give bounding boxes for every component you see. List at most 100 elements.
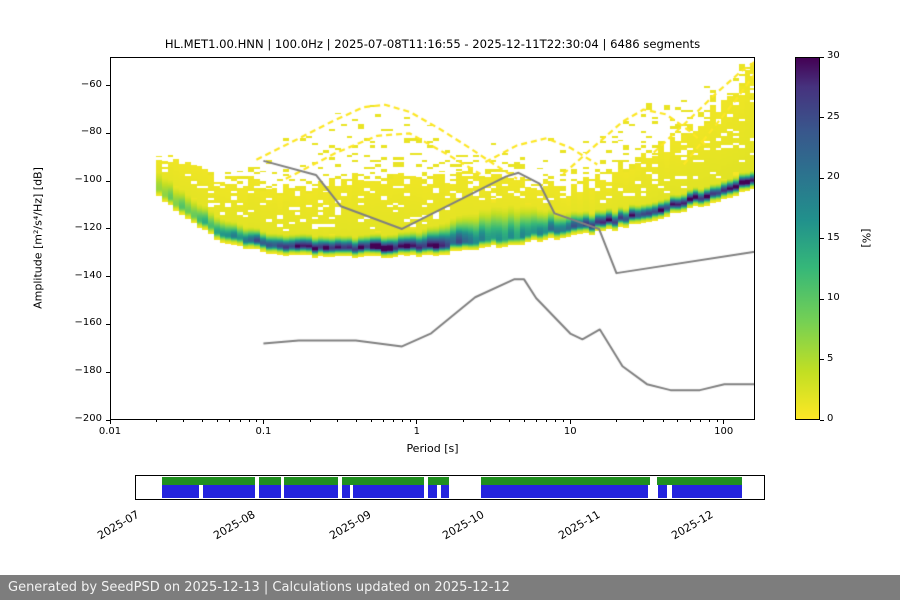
y-tick-label: −180 xyxy=(74,365,102,377)
x-minor-tick-mark xyxy=(490,420,492,422)
availability-segment-psd xyxy=(202,485,256,499)
y-tick-mark xyxy=(106,180,110,182)
x-tick-label: 0.1 xyxy=(255,426,272,437)
x-minor-tick-mark xyxy=(393,420,395,422)
x-minor-tick-mark xyxy=(463,420,465,422)
y-tick-label: −60 xyxy=(80,78,102,90)
availability-segment-psd xyxy=(428,485,438,499)
y-tick-label: −160 xyxy=(74,317,102,329)
availability-track xyxy=(136,476,764,499)
colorbar-tick-mark xyxy=(820,56,824,58)
y-axis-label: Amplitude [m²/s⁴/Hz] [dB] xyxy=(31,167,45,309)
y-tick-label: −80 xyxy=(80,126,102,138)
availability-segment-data xyxy=(341,476,424,486)
colorbar-tick-mark xyxy=(820,419,824,421)
availability-segment-psd xyxy=(353,485,424,499)
availability-segment-psd xyxy=(440,485,450,499)
colorbar-tick-label: 20 xyxy=(827,171,840,182)
x-minor-tick-mark xyxy=(643,420,645,422)
footer-text: Generated by SeedPSD on 2025-12-13 | Cal… xyxy=(8,580,510,595)
x-minor-tick-mark xyxy=(662,420,664,422)
x-minor-tick-mark xyxy=(370,420,372,422)
availability-segment-data xyxy=(657,476,742,486)
x-minor-tick-mark xyxy=(716,420,718,422)
colorbar-tick-mark xyxy=(820,238,824,239)
availability-month-label: 2025-12 xyxy=(668,508,716,543)
colorbar-tick-label: 5 xyxy=(827,352,834,364)
x-axis-label: Period [s] xyxy=(406,442,459,455)
y-tick-mark xyxy=(106,371,110,373)
x-minor-tick-mark xyxy=(248,420,250,422)
y-tick-label: −100 xyxy=(74,174,102,186)
availability-segment-psd xyxy=(657,485,668,499)
footer-bar: Generated by SeedPSD on 2025-12-13 | Cal… xyxy=(0,575,900,600)
x-minor-tick-mark xyxy=(699,420,701,422)
ppsd-heatmap-canvas xyxy=(110,57,755,420)
x-minor-tick-mark xyxy=(689,420,691,422)
x-minor-tick-mark xyxy=(183,420,185,422)
x-tick-mark xyxy=(569,420,571,424)
colorbar-tick-label: 10 xyxy=(827,292,840,303)
y-tick-mark xyxy=(106,85,110,87)
x-minor-tick-mark xyxy=(524,420,526,422)
availability-segment-psd xyxy=(284,485,338,499)
x-minor-tick-mark xyxy=(563,420,565,422)
availability-box xyxy=(135,475,765,500)
availability-month-label: 2025-07 xyxy=(95,508,142,543)
availability-segment-psd xyxy=(671,485,742,499)
x-minor-tick-mark xyxy=(336,420,338,422)
availability-segment-data xyxy=(428,476,450,486)
x-tick-mark xyxy=(416,420,418,424)
colorbar-tick-label: 0 xyxy=(827,413,834,424)
availability-segment-psd xyxy=(259,485,282,499)
x-minor-tick-mark xyxy=(217,420,219,422)
x-tick-label: 10 xyxy=(563,426,577,437)
x-minor-tick-mark xyxy=(256,420,258,422)
y-tick-mark xyxy=(106,132,110,134)
x-minor-tick-mark xyxy=(382,420,384,422)
colorbar-tick-mark xyxy=(820,177,824,179)
colorbar-tick-label: 15 xyxy=(827,231,840,243)
x-minor-tick-mark xyxy=(509,420,511,422)
x-minor-tick-mark xyxy=(229,420,231,422)
availability-segment-psd xyxy=(480,485,649,499)
x-minor-tick-mark xyxy=(401,420,403,422)
y-tick-mark xyxy=(106,228,110,230)
availability-month-label: 2025-09 xyxy=(327,508,374,543)
x-minor-tick-mark xyxy=(239,420,241,422)
availability-month-label: 2025-08 xyxy=(211,508,258,543)
y-tick-label: −140 xyxy=(74,269,102,281)
x-minor-tick-mark xyxy=(616,420,618,422)
x-minor-tick-mark xyxy=(546,420,548,422)
colorbar-tick-mark xyxy=(820,298,824,300)
x-minor-tick-mark xyxy=(156,420,158,422)
x-minor-tick-mark xyxy=(536,420,538,422)
x-tick-mark xyxy=(723,420,725,424)
y-tick-label: −200 xyxy=(74,413,102,424)
x-minor-tick-mark xyxy=(355,420,357,422)
availability-month-label: 2025-10 xyxy=(440,508,487,543)
y-tick-label: −120 xyxy=(74,221,102,233)
availability-segment-data xyxy=(480,476,650,486)
y-tick-mark xyxy=(106,419,110,421)
availability-segment-data xyxy=(284,476,339,486)
availability-segment-psd xyxy=(341,485,350,499)
x-minor-tick-mark xyxy=(309,420,311,422)
x-minor-tick-mark xyxy=(708,420,710,422)
colorbar-tick-label: 30 xyxy=(827,50,840,61)
y-tick-mark xyxy=(106,276,110,278)
y-tick-mark xyxy=(106,323,110,325)
availability-segment-data xyxy=(162,476,256,486)
x-tick-label: 1 xyxy=(413,426,421,437)
x-tick-label: 0.01 xyxy=(98,426,122,437)
colorbar-tick-mark xyxy=(820,359,824,360)
availability-month-label: 2025-11 xyxy=(556,508,603,543)
chart-title: HL.MET1.00.HNN | 100.0Hz | 2025-07-08T11… xyxy=(164,37,701,51)
colorbar-tick-label: 25 xyxy=(827,110,840,122)
colorbar-label: [%] xyxy=(859,228,873,248)
x-minor-tick-mark xyxy=(677,420,679,422)
colorbar-gradient xyxy=(795,57,820,420)
availability-segment-data xyxy=(259,476,282,486)
x-minor-tick-mark xyxy=(555,420,557,422)
